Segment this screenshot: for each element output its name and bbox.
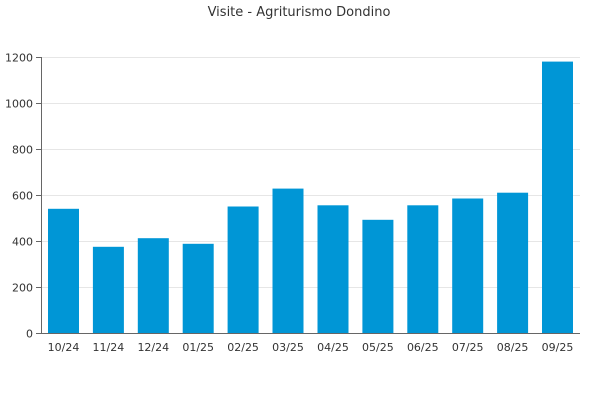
- bar: [272, 188, 304, 333]
- x-tick-label: 11/24: [93, 341, 125, 354]
- gridlines: [41, 57, 580, 288]
- x-tick-label: 12/24: [137, 341, 169, 354]
- x-tick-label: 03/25: [272, 341, 304, 354]
- y-tick-label: 400: [12, 236, 33, 249]
- bar: [227, 206, 259, 333]
- bar: [407, 205, 439, 333]
- bar: [362, 219, 394, 333]
- x-tick-label: 06/25: [407, 341, 439, 354]
- x-tick-label: 04/25: [317, 341, 349, 354]
- x-tick-label: 08/25: [497, 341, 529, 354]
- bar: [182, 243, 214, 333]
- y-tick-labels: 0 200 400 600 800 1000 1200: [5, 52, 33, 341]
- x-tick-label: 02/25: [227, 341, 259, 354]
- y-tick-label: 1000: [5, 98, 33, 111]
- bars: [48, 61, 573, 334]
- chart-title: Visite - Agriturismo Dondino: [208, 5, 391, 20]
- y-tick-label: 800: [12, 144, 33, 157]
- x-tick-label: 10/24: [48, 341, 80, 354]
- bar: [497, 192, 529, 333]
- bar: [317, 205, 349, 333]
- y-tick-label: 1200: [5, 52, 33, 65]
- bar: [48, 208, 79, 333]
- y-tick-label: 200: [12, 282, 33, 295]
- bar: [92, 246, 124, 334]
- x-tick-label: 09/25: [542, 341, 574, 354]
- bar: [542, 61, 573, 333]
- bar: [452, 198, 484, 333]
- y-tick-label: 600: [12, 190, 33, 203]
- axes: [36, 57, 580, 334]
- x-tick-label: 01/25: [182, 341, 214, 354]
- y-tick-label: 0: [26, 328, 33, 341]
- bar: [137, 238, 169, 333]
- x-tick-labels: 10/24 11/24 12/24 01/25 02/25 03/25 04/25 05/25…: [48, 341, 574, 354]
- x-tick-label: 07/25: [452, 341, 484, 354]
- x-tick-label: 05/25: [362, 341, 394, 354]
